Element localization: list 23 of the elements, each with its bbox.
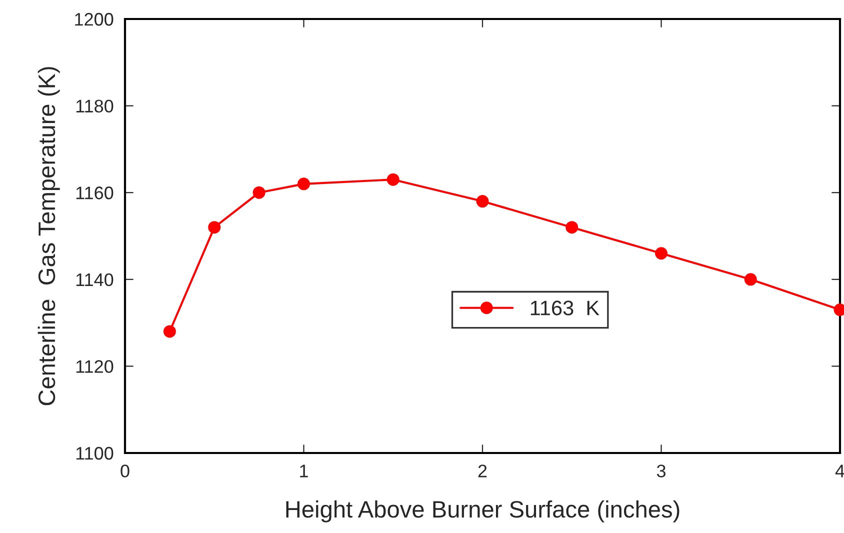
point — [566, 221, 578, 234]
y-axis-title: Centerline Gas Temperature (K) — [38, 67, 60, 406]
y-tick-label: 1100 — [76, 446, 114, 460]
x-tick-label: 1 — [300, 464, 308, 478]
legend-label: 1163 K — [530, 300, 600, 316]
point — [744, 273, 757, 286]
point — [655, 247, 668, 260]
point — [252, 186, 266, 199]
x-tick-label: 0 — [120, 464, 130, 478]
x-tick-label: 2 — [478, 464, 487, 478]
x-tick-label: 4 — [835, 464, 844, 478]
point — [208, 221, 221, 234]
y-tick-label: 1180 — [76, 100, 114, 113]
y-tick-label: 1140 — [76, 273, 114, 286]
point — [163, 325, 176, 338]
y-tick-label: 1200 — [75, 12, 114, 26]
point — [386, 173, 400, 186]
point — [298, 178, 310, 190]
y-tick-label: 1120 — [76, 360, 114, 373]
point — [476, 195, 489, 208]
y-tick-label: 1160 — [76, 186, 114, 200]
x-axis-title: Height Above Burner Surface (inches) — [286, 500, 680, 522]
x-tick-label: 3 — [656, 464, 666, 478]
